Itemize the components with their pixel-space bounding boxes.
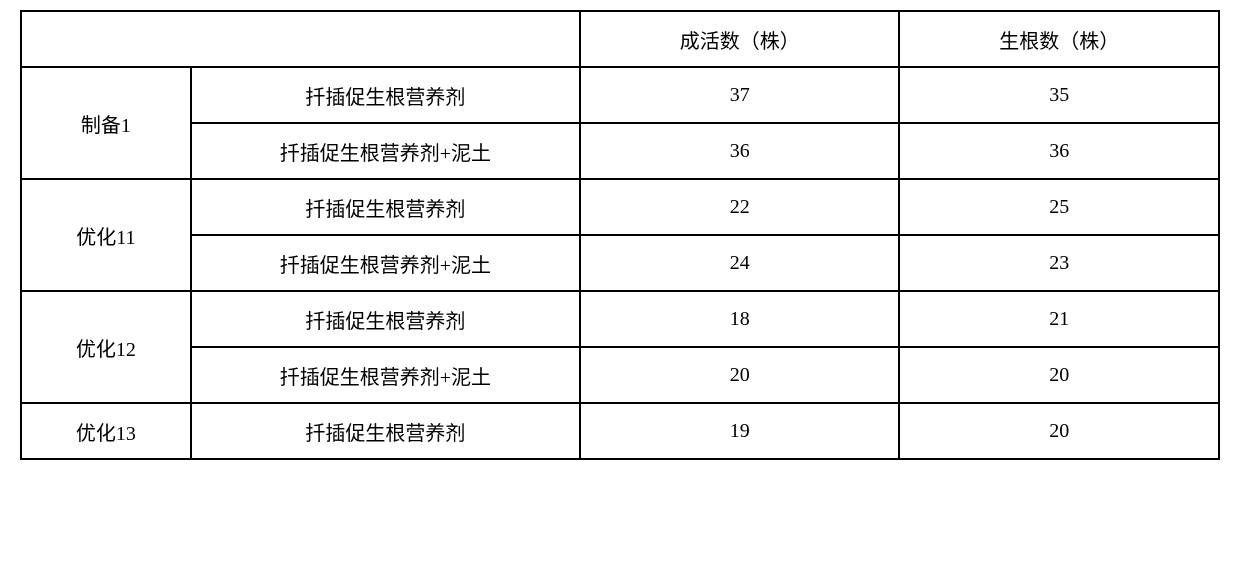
- table-header-row: 成活数（株） 生根数（株）: [21, 11, 1219, 67]
- header-rooting: 生根数（株）: [899, 11, 1219, 67]
- table-row: 优化13 扦插促生根营养剂 19 20: [21, 403, 1219, 459]
- survival-cell: 36: [580, 123, 899, 179]
- survival-cell: 20: [580, 347, 899, 403]
- treatment-cell: 扦插促生根营养剂+泥土: [191, 235, 580, 291]
- header-blank-cell: [21, 11, 580, 67]
- survival-cell: 19: [580, 403, 899, 459]
- treatment-cell: 扦插促生根营养剂: [191, 291, 580, 347]
- table-row: 优化12 扦插促生根营养剂 18 21: [21, 291, 1219, 347]
- table-row: 扦插促生根营养剂+泥土 36 36: [21, 123, 1219, 179]
- group-label: 优化13: [21, 403, 191, 459]
- table-row: 扦插促生根营养剂+泥土 24 23: [21, 235, 1219, 291]
- group-label: 优化12: [21, 291, 191, 403]
- treatment-cell: 扦插促生根营养剂+泥土: [191, 347, 580, 403]
- rooting-cell: 36: [899, 123, 1219, 179]
- rooting-cell: 20: [899, 347, 1219, 403]
- treatment-cell: 扦插促生根营养剂+泥土: [191, 123, 580, 179]
- treatment-cell: 扦插促生根营养剂: [191, 179, 580, 235]
- group-label: 优化11: [21, 179, 191, 291]
- rooting-cell: 25: [899, 179, 1219, 235]
- rooting-cell: 20: [899, 403, 1219, 459]
- table-row: 扦插促生根营养剂+泥土 20 20: [21, 347, 1219, 403]
- group-label: 制备1: [21, 67, 191, 179]
- data-table: 成活数（株） 生根数（株） 制备1 扦插促生根营养剂 37 35 扦插促生根营养…: [20, 10, 1220, 460]
- survival-cell: 24: [580, 235, 899, 291]
- treatment-cell: 扦插促生根营养剂: [191, 67, 580, 123]
- header-survival: 成活数（株）: [580, 11, 899, 67]
- rooting-cell: 23: [899, 235, 1219, 291]
- survival-cell: 22: [580, 179, 899, 235]
- table-row: 制备1 扦插促生根营养剂 37 35: [21, 67, 1219, 123]
- rooting-cell: 35: [899, 67, 1219, 123]
- survival-cell: 37: [580, 67, 899, 123]
- treatment-cell: 扦插促生根营养剂: [191, 403, 580, 459]
- table-row: 优化11 扦插促生根营养剂 22 25: [21, 179, 1219, 235]
- survival-cell: 18: [580, 291, 899, 347]
- rooting-cell: 21: [899, 291, 1219, 347]
